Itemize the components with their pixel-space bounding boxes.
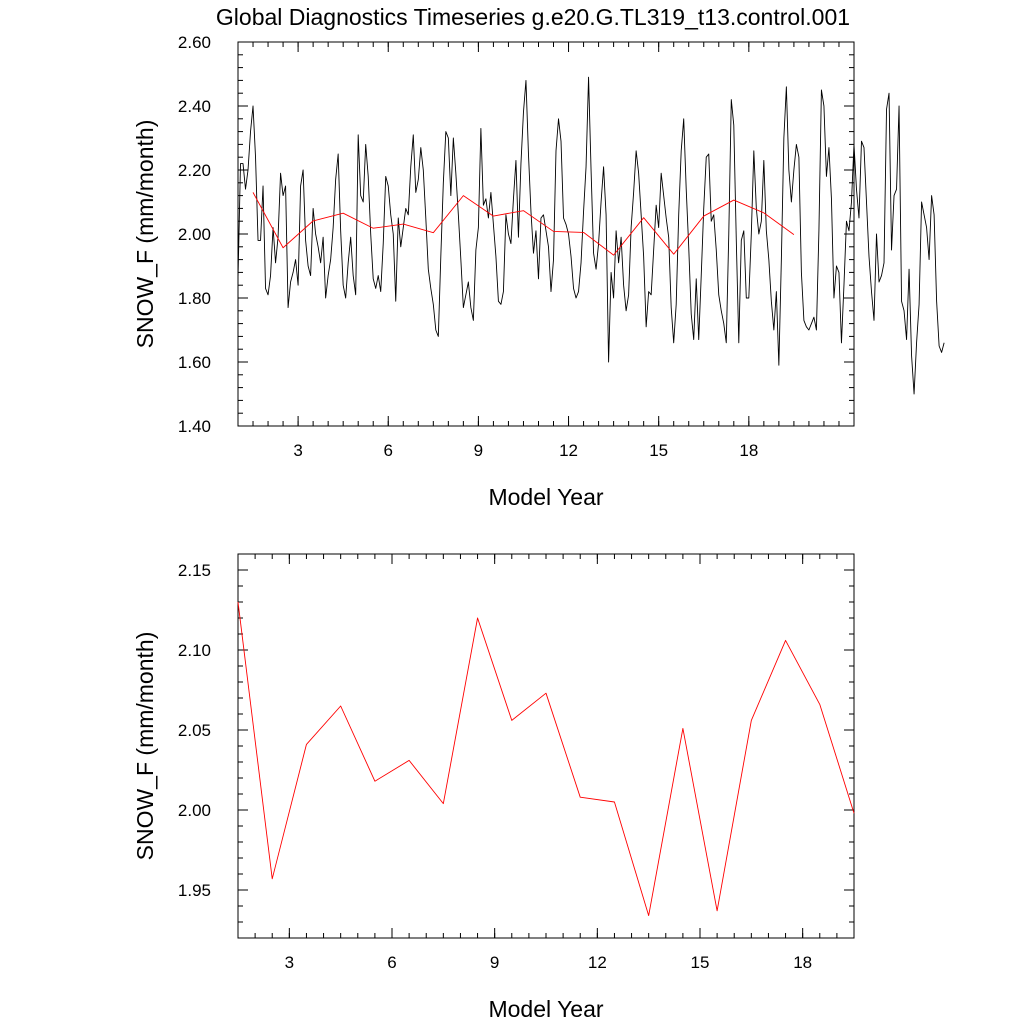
bottom-panel: 3 6 9 12 15 18 1.95 2.00 2.05 2.10 2.15 Model Year S… [132,553,855,1022]
x-tick-label: 9 [490,953,499,972]
x-tick-label: 15 [691,953,710,972]
x-tick-label: 6 [387,953,396,972]
y-tick-label: 2.60 [178,33,211,52]
y-tick-label: 2.00 [178,801,211,820]
y-tick-label: 2.40 [178,97,211,116]
x-axis-label: Model Year [488,484,603,510]
figure-title: Global Diagnostics Timeseries g.e20.G.TL… [216,4,850,30]
annual-mean-line [252,192,795,256]
y-tick-label: 1.40 [178,417,211,436]
x-tick-label: 12 [559,441,578,460]
annual-mean-line [237,601,855,917]
monthly-line [237,76,945,395]
x-tick-label: 18 [739,441,758,460]
y-axis-label: SNOW_F (mm/month) [132,632,158,861]
y-tick-label: 2.00 [178,225,211,244]
x-tick-label: 9 [474,441,483,460]
y-tick-label: 2.10 [178,641,211,660]
x-tick-label: 12 [588,953,607,972]
y-tick-label: 1.80 [178,289,211,308]
x-tick-label: 15 [649,441,668,460]
plot-frame [237,553,855,939]
plot-frame [237,41,855,427]
y-tick-label: 2.15 [178,561,211,580]
x-tick-label: 18 [793,953,812,972]
y-tick-label: 1.60 [178,353,211,372]
y-tick-label: 2.05 [178,721,211,740]
x-tick-label: 6 [384,441,393,460]
y-tick-label: 2.20 [178,161,211,180]
top-panel: 3 6 9 12 15 18 1.40 1.60 1.80 2.00 2.20 2.40 2.60 Mod… [132,33,945,510]
y-axis-label: SNOW_F (mm/month) [132,120,158,349]
x-tick-label: 3 [293,441,302,460]
x-tick-label: 3 [285,953,294,972]
y-tick-label: 1.95 [178,881,211,900]
x-axis-label: Model Year [488,996,603,1022]
